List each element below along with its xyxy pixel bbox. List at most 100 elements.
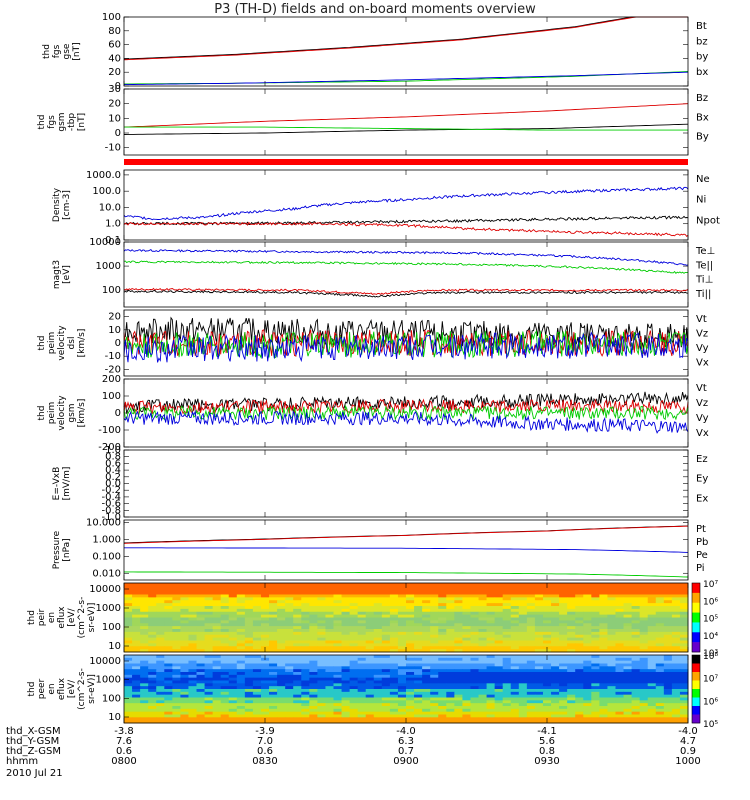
spectrogram-cell (132, 689, 141, 693)
spectrogram-cell (551, 700, 560, 704)
spectrogram-cell (406, 672, 415, 676)
spectrogram-cell (567, 700, 576, 704)
spectrogram-cell (679, 597, 689, 601)
spectrogram-cell (502, 634, 512, 639)
spectrogram-cell (349, 591, 359, 595)
y-tick-label: 0.4 (105, 465, 121, 476)
spectrogram-cell (349, 637, 359, 641)
spectrogram-cell (647, 672, 657, 676)
spectrogram-cell (349, 634, 359, 639)
spectrogram-cell (583, 603, 592, 607)
spectrogram-cell (317, 717, 326, 721)
spectrogram-cell (615, 706, 625, 710)
spectrogram-cell (285, 711, 294, 715)
spectrogram-cell (502, 588, 512, 593)
spectrogram-cell (212, 706, 222, 710)
spectrogram-cell (422, 585, 431, 590)
spectrogram-cell (510, 711, 520, 715)
spectrogram-cell (148, 594, 157, 598)
spectrogram-cell (583, 680, 592, 684)
colorbar-segment (692, 697, 700, 707)
spectrogram-cell (204, 623, 214, 627)
spectrogram-cell (526, 657, 536, 662)
spectrogram-cell (631, 591, 641, 595)
spectrogram-cell (244, 623, 254, 627)
spectrogram-cell (269, 631, 278, 636)
spectrogram-cell (148, 611, 157, 616)
spectrogram-cell (269, 643, 278, 647)
spectrogram-cell (655, 677, 665, 681)
spectrogram-cell (631, 583, 641, 587)
spectrogram-cell (293, 608, 302, 613)
spectrogram-cell (357, 674, 367, 679)
spectrogram-cell (591, 608, 600, 613)
spectrogram-cell (502, 669, 512, 673)
spectrogram-cell (406, 583, 415, 587)
spectrogram-cell (204, 594, 214, 598)
spectrogram-cell (599, 717, 608, 721)
spectrogram-cell (220, 706, 230, 710)
spectrogram-cell (406, 614, 415, 618)
spectrogram-cell (583, 697, 592, 701)
spectrogram-cell (663, 631, 673, 636)
spectrogram-cell (446, 711, 455, 715)
spectrogram-cell (502, 597, 512, 601)
spectrogram-cell (317, 643, 326, 647)
spectrogram-cell (518, 585, 528, 590)
spectrogram-cell (156, 714, 165, 718)
spectrogram-cell (478, 623, 488, 627)
spectrogram-cell (446, 634, 455, 639)
spectrogram-cell (301, 606, 310, 610)
spectrogram-cell (277, 657, 286, 662)
spectrogram-cell (349, 597, 359, 601)
spectrogram-cell (534, 686, 544, 690)
spectrogram-cell (397, 674, 407, 679)
spectrogram-cell (204, 694, 214, 698)
legend-entry: Ez (696, 454, 708, 465)
spectrogram-cell (607, 708, 616, 713)
spectrogram-cell (148, 672, 157, 676)
spectrogram-cell (486, 597, 496, 601)
spectrogram-cell (389, 717, 399, 721)
spectrogram-cell (494, 708, 504, 713)
spectrogram-cell (156, 674, 165, 679)
spectrogram-cell (124, 597, 133, 601)
spectrogram-cell (381, 663, 391, 667)
spectrogram-cell (293, 657, 302, 662)
spectrogram-cell (389, 614, 399, 618)
spectrogram-cell (462, 583, 471, 587)
spectrogram-cell (559, 677, 568, 681)
spectrogram-cell (406, 585, 415, 590)
spectrogram-cell (164, 585, 173, 590)
spectrogram-cell (414, 649, 423, 653)
spectrogram-cell (140, 694, 149, 698)
spectrogram-cell (349, 606, 359, 610)
spectrogram-cell (244, 691, 254, 696)
spectrogram-cell (124, 677, 133, 681)
spectrogram-cell (228, 640, 238, 644)
spectrogram-cell (454, 594, 463, 598)
spectrogram-cell (486, 697, 496, 701)
spectrogram-cell (470, 629, 480, 633)
spectrogram-cell (567, 646, 576, 650)
spectrogram-cell (406, 714, 415, 718)
spectrogram-cell (510, 594, 520, 598)
spectrogram-cell (140, 629, 149, 633)
spectrogram-cell (631, 643, 641, 647)
spectrogram-cell (406, 594, 415, 598)
spectrogram-cell (414, 591, 423, 595)
spectrogram-cell (244, 657, 254, 662)
spectrogram-cell (196, 677, 206, 681)
spectrogram-cell (260, 711, 270, 715)
spectrogram-cell (252, 649, 262, 653)
spectrogram-cell (180, 629, 189, 633)
spectrogram-cell (397, 634, 407, 639)
spectrogram-cell (204, 717, 214, 721)
spectrogram-cell (542, 614, 552, 618)
spectrogram-cell (679, 611, 689, 616)
series-line-npot (123, 186, 689, 221)
spectrogram-cell (140, 700, 149, 704)
spectrogram-cell (663, 608, 673, 613)
spectrogram-cell (357, 720, 367, 724)
spectrogram-cell (655, 646, 665, 650)
